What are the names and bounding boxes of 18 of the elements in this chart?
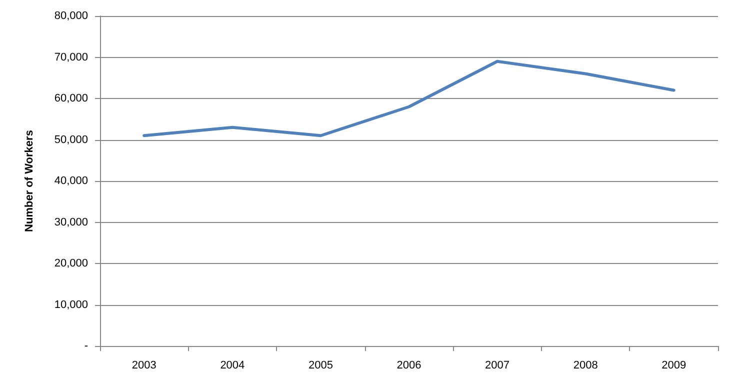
y-tick-label: 20,000: [54, 258, 88, 270]
y-tick-label: 70,000: [54, 51, 88, 64]
x-tick-label: 2006: [396, 360, 422, 372]
x-tick-label: 2003: [132, 360, 156, 372]
x-tick-label: 2008: [573, 360, 598, 372]
y-tick-label: 40,000: [54, 175, 88, 187]
x-tick-label: 2005: [308, 360, 333, 372]
y-tick-label: -: [84, 340, 88, 352]
y-tick-label: 30,000: [54, 216, 88, 228]
x-tick-label: 2007: [485, 360, 510, 372]
x-tick-label: 2009: [662, 360, 686, 372]
y-tick-label: 10,000: [54, 298, 88, 311]
y-tick-label: 50,000: [54, 134, 88, 146]
y-tick-label: 60,000: [54, 92, 88, 104]
y-tick-label: 80,000: [54, 10, 88, 22]
x-tick-label: 2004: [220, 360, 245, 372]
line-series: [142, 60, 676, 138]
y-axis-title: Number of Workers: [24, 130, 36, 232]
